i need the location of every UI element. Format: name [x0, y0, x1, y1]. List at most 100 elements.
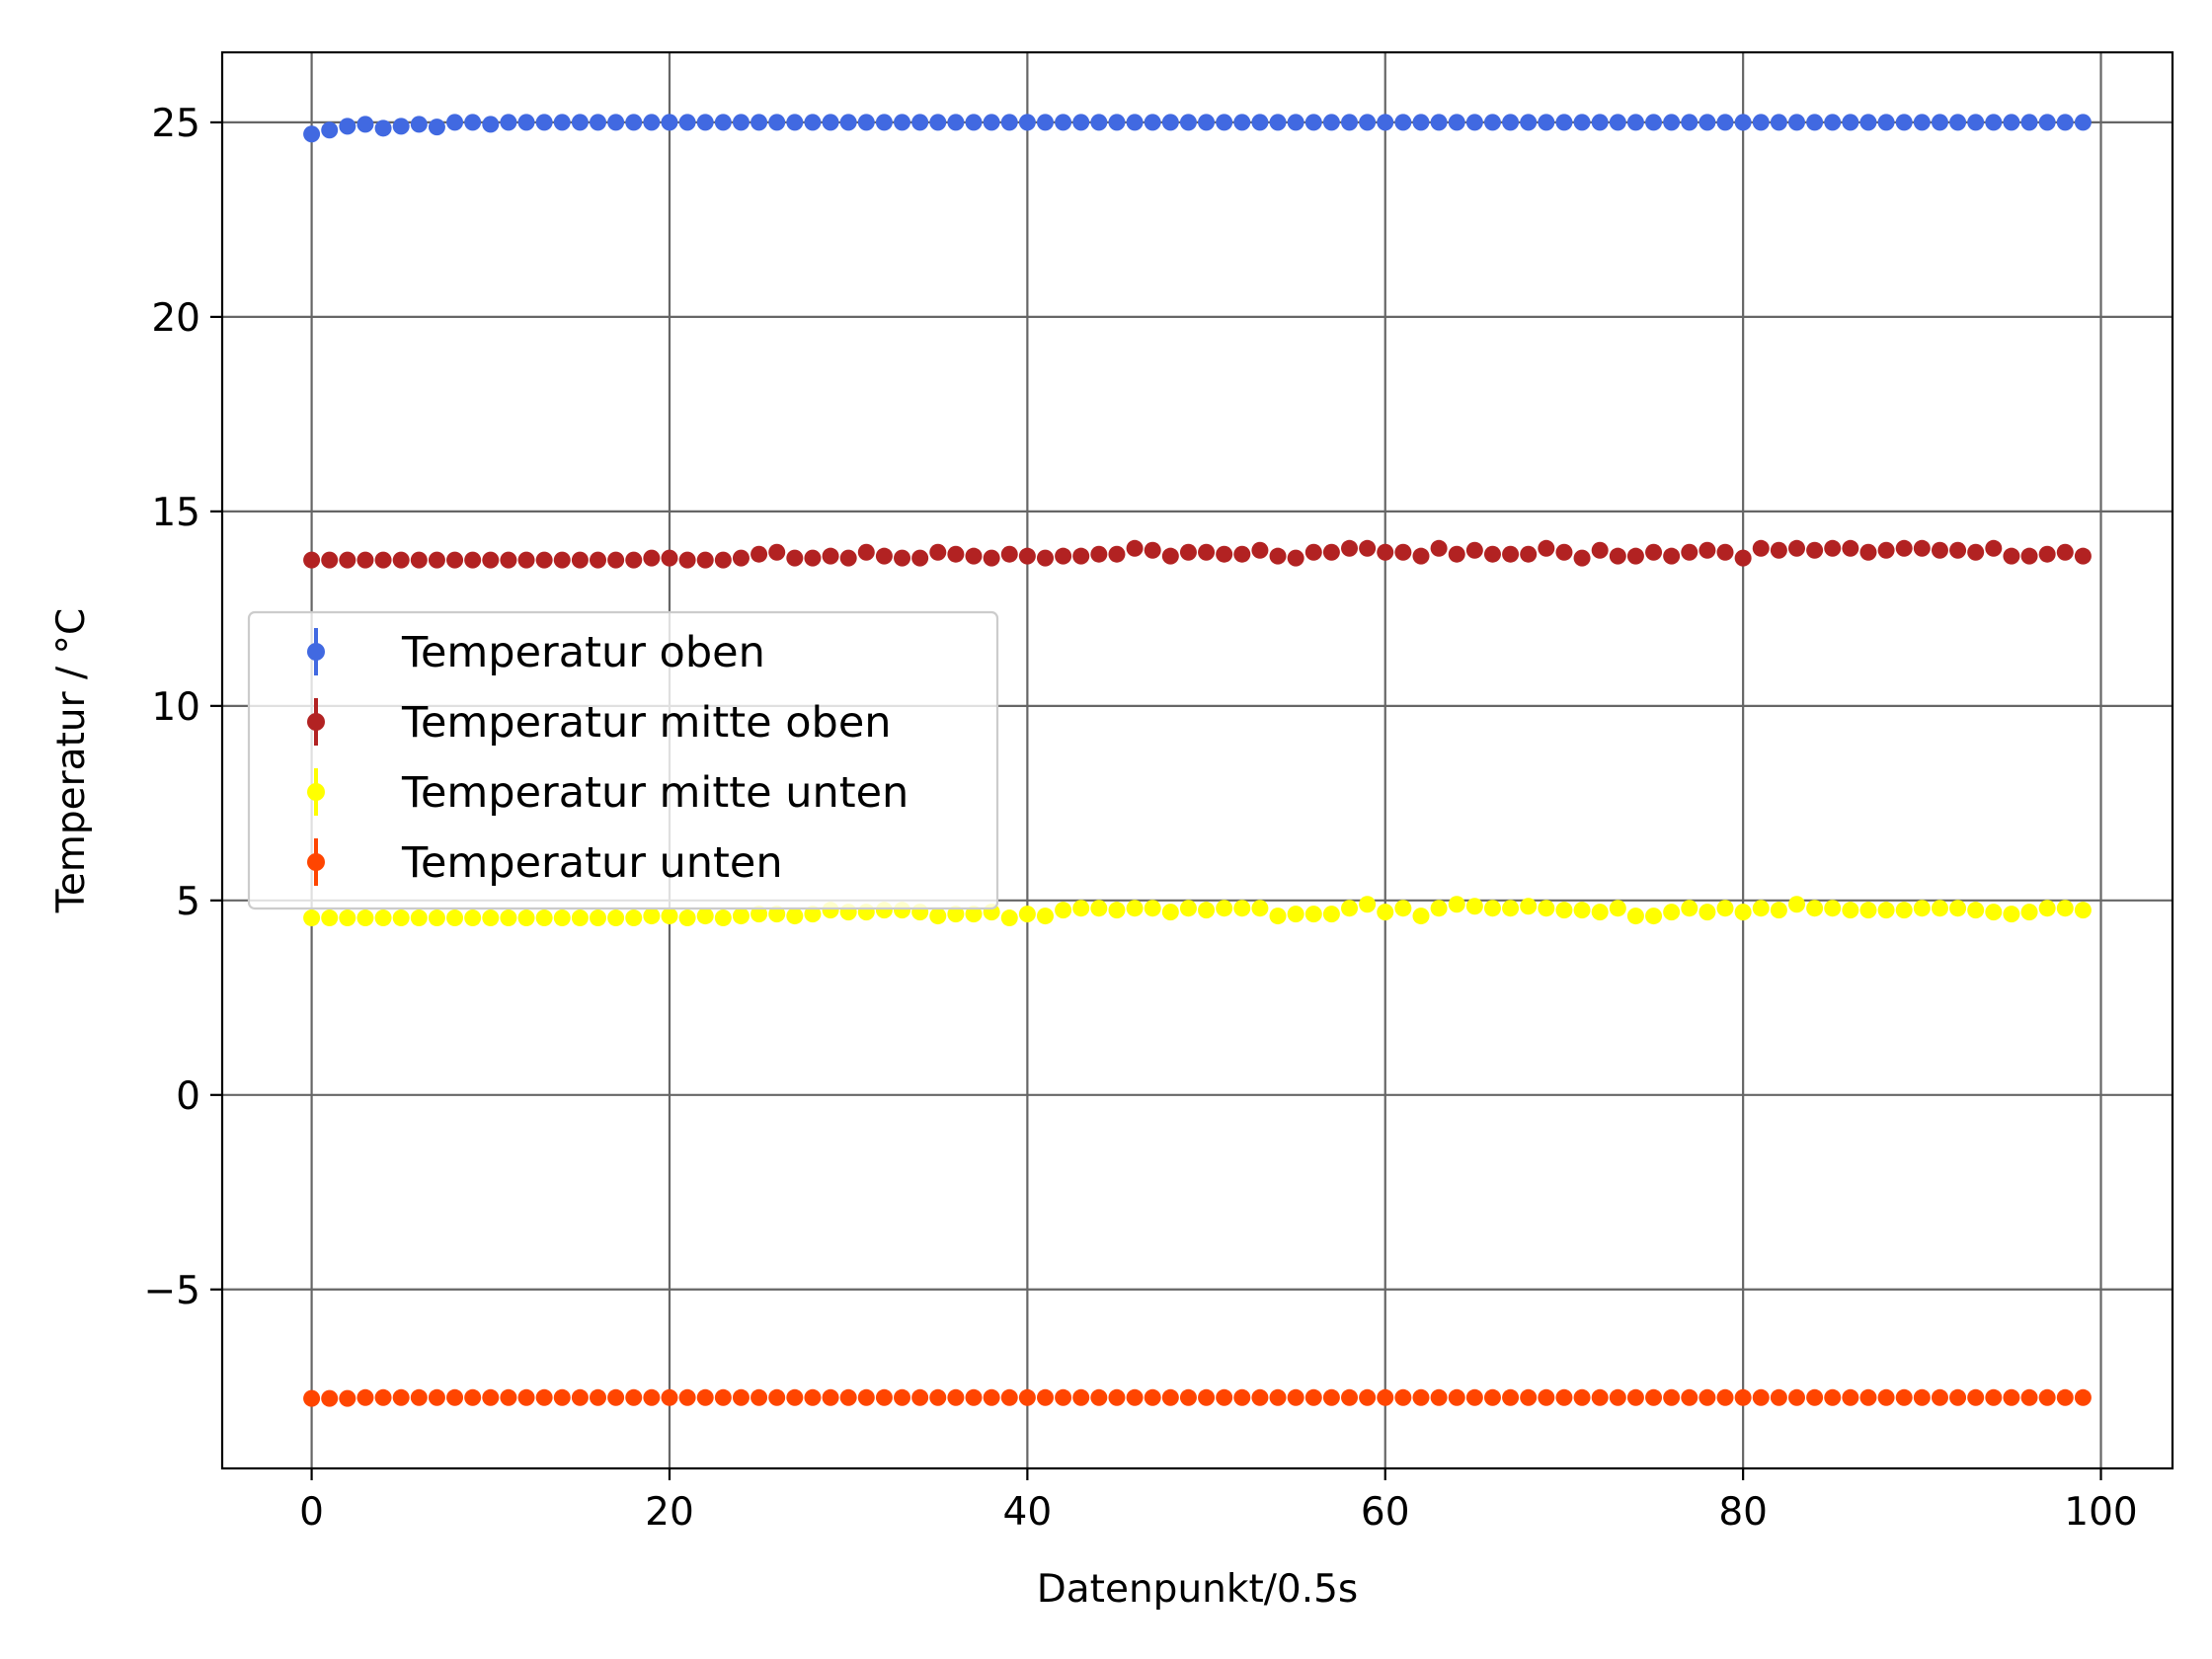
data-point [1198, 543, 1216, 561]
data-point [1842, 539, 1859, 557]
data-point [1412, 908, 1430, 925]
data-point [768, 543, 786, 561]
data-point [500, 114, 517, 131]
data-point [1412, 114, 1430, 131]
data-point [1967, 543, 1985, 561]
data-point [714, 551, 732, 569]
data-point [1555, 902, 1573, 919]
data-point [1394, 1388, 1412, 1406]
data-point [553, 114, 571, 131]
data-point [732, 1388, 750, 1406]
data-point [732, 549, 750, 567]
data-point [1520, 545, 1538, 563]
data-point [643, 114, 661, 131]
data-point [1931, 541, 1948, 559]
data-point [1251, 541, 1269, 559]
data-point [1144, 1388, 1161, 1406]
data-point [1913, 539, 1931, 557]
data-point [822, 1388, 839, 1406]
data-point [1251, 900, 1269, 917]
data-point [1752, 114, 1770, 131]
data-point [1681, 1388, 1698, 1406]
data-point [1144, 541, 1161, 559]
data-point [929, 543, 947, 561]
data-point [696, 1388, 714, 1406]
data-point [1394, 114, 1412, 131]
data-point [625, 1388, 643, 1406]
data-point [1555, 114, 1573, 131]
data-point [1251, 1388, 1269, 1406]
data-point [750, 906, 768, 923]
legend-marker [307, 643, 325, 661]
data-point [2074, 1388, 2092, 1406]
data-point [500, 1388, 517, 1406]
data-point [446, 551, 464, 569]
data-point [857, 1388, 875, 1406]
data-point [911, 114, 929, 131]
data-point [356, 1388, 374, 1406]
data-point [1538, 114, 1555, 131]
data-point [894, 114, 911, 131]
data-point [1502, 114, 1520, 131]
data-point [1322, 906, 1340, 923]
data-point [1698, 114, 1716, 131]
data-point [1626, 547, 1644, 565]
series-temperatur-unten [303, 1388, 2092, 1407]
data-point [1877, 541, 1895, 559]
data-point [1681, 900, 1698, 917]
y-tick-label: 5 [176, 880, 200, 924]
data-point [321, 121, 339, 139]
data-point [750, 1388, 768, 1406]
data-point [1698, 541, 1716, 559]
data-point [410, 909, 428, 927]
data-point [1161, 904, 1179, 921]
data-point [1591, 541, 1609, 559]
data-point [1161, 114, 1179, 131]
data-point [1734, 549, 1752, 567]
data-point [553, 1388, 571, 1406]
data-point [1985, 114, 2003, 131]
data-point [1198, 114, 1216, 131]
data-point [1967, 902, 1985, 919]
data-point [1090, 114, 1108, 131]
data-point [321, 551, 339, 569]
data-point [822, 547, 839, 565]
data-point [839, 114, 857, 131]
data-point [571, 114, 589, 131]
data-point [1036, 1388, 1054, 1406]
data-point [1090, 900, 1108, 917]
x-tick-label: 80 [1718, 1490, 1768, 1535]
data-point [374, 909, 392, 927]
data-point [1144, 900, 1161, 917]
data-point [590, 114, 607, 131]
data-point [1216, 900, 1233, 917]
data-point [339, 909, 356, 927]
data-point [1269, 547, 1287, 565]
data-point [1770, 1388, 1787, 1406]
data-point [2020, 1388, 2038, 1406]
data-point [535, 1388, 553, 1406]
data-point [661, 114, 678, 131]
data-point [1913, 114, 1931, 131]
data-point [625, 909, 643, 927]
data-point [1949, 541, 1967, 559]
data-point [1036, 908, 1054, 925]
data-point [1198, 902, 1216, 919]
data-point [1430, 114, 1448, 131]
data-point [839, 549, 857, 567]
y-tick-label: 10 [151, 685, 200, 730]
data-point [1787, 896, 1805, 913]
data-point [947, 545, 965, 563]
data-point [410, 1388, 428, 1406]
data-point [517, 909, 535, 927]
data-point [1161, 1388, 1179, 1406]
data-point [374, 1388, 392, 1406]
data-point [696, 114, 714, 131]
y-axis-label: Temperatur / °C [49, 608, 94, 914]
data-point [590, 909, 607, 927]
data-point [1072, 547, 1090, 565]
data-point [1216, 545, 1233, 563]
data-point [1573, 1388, 1591, 1406]
data-point [303, 551, 321, 569]
data-point [1734, 904, 1752, 921]
